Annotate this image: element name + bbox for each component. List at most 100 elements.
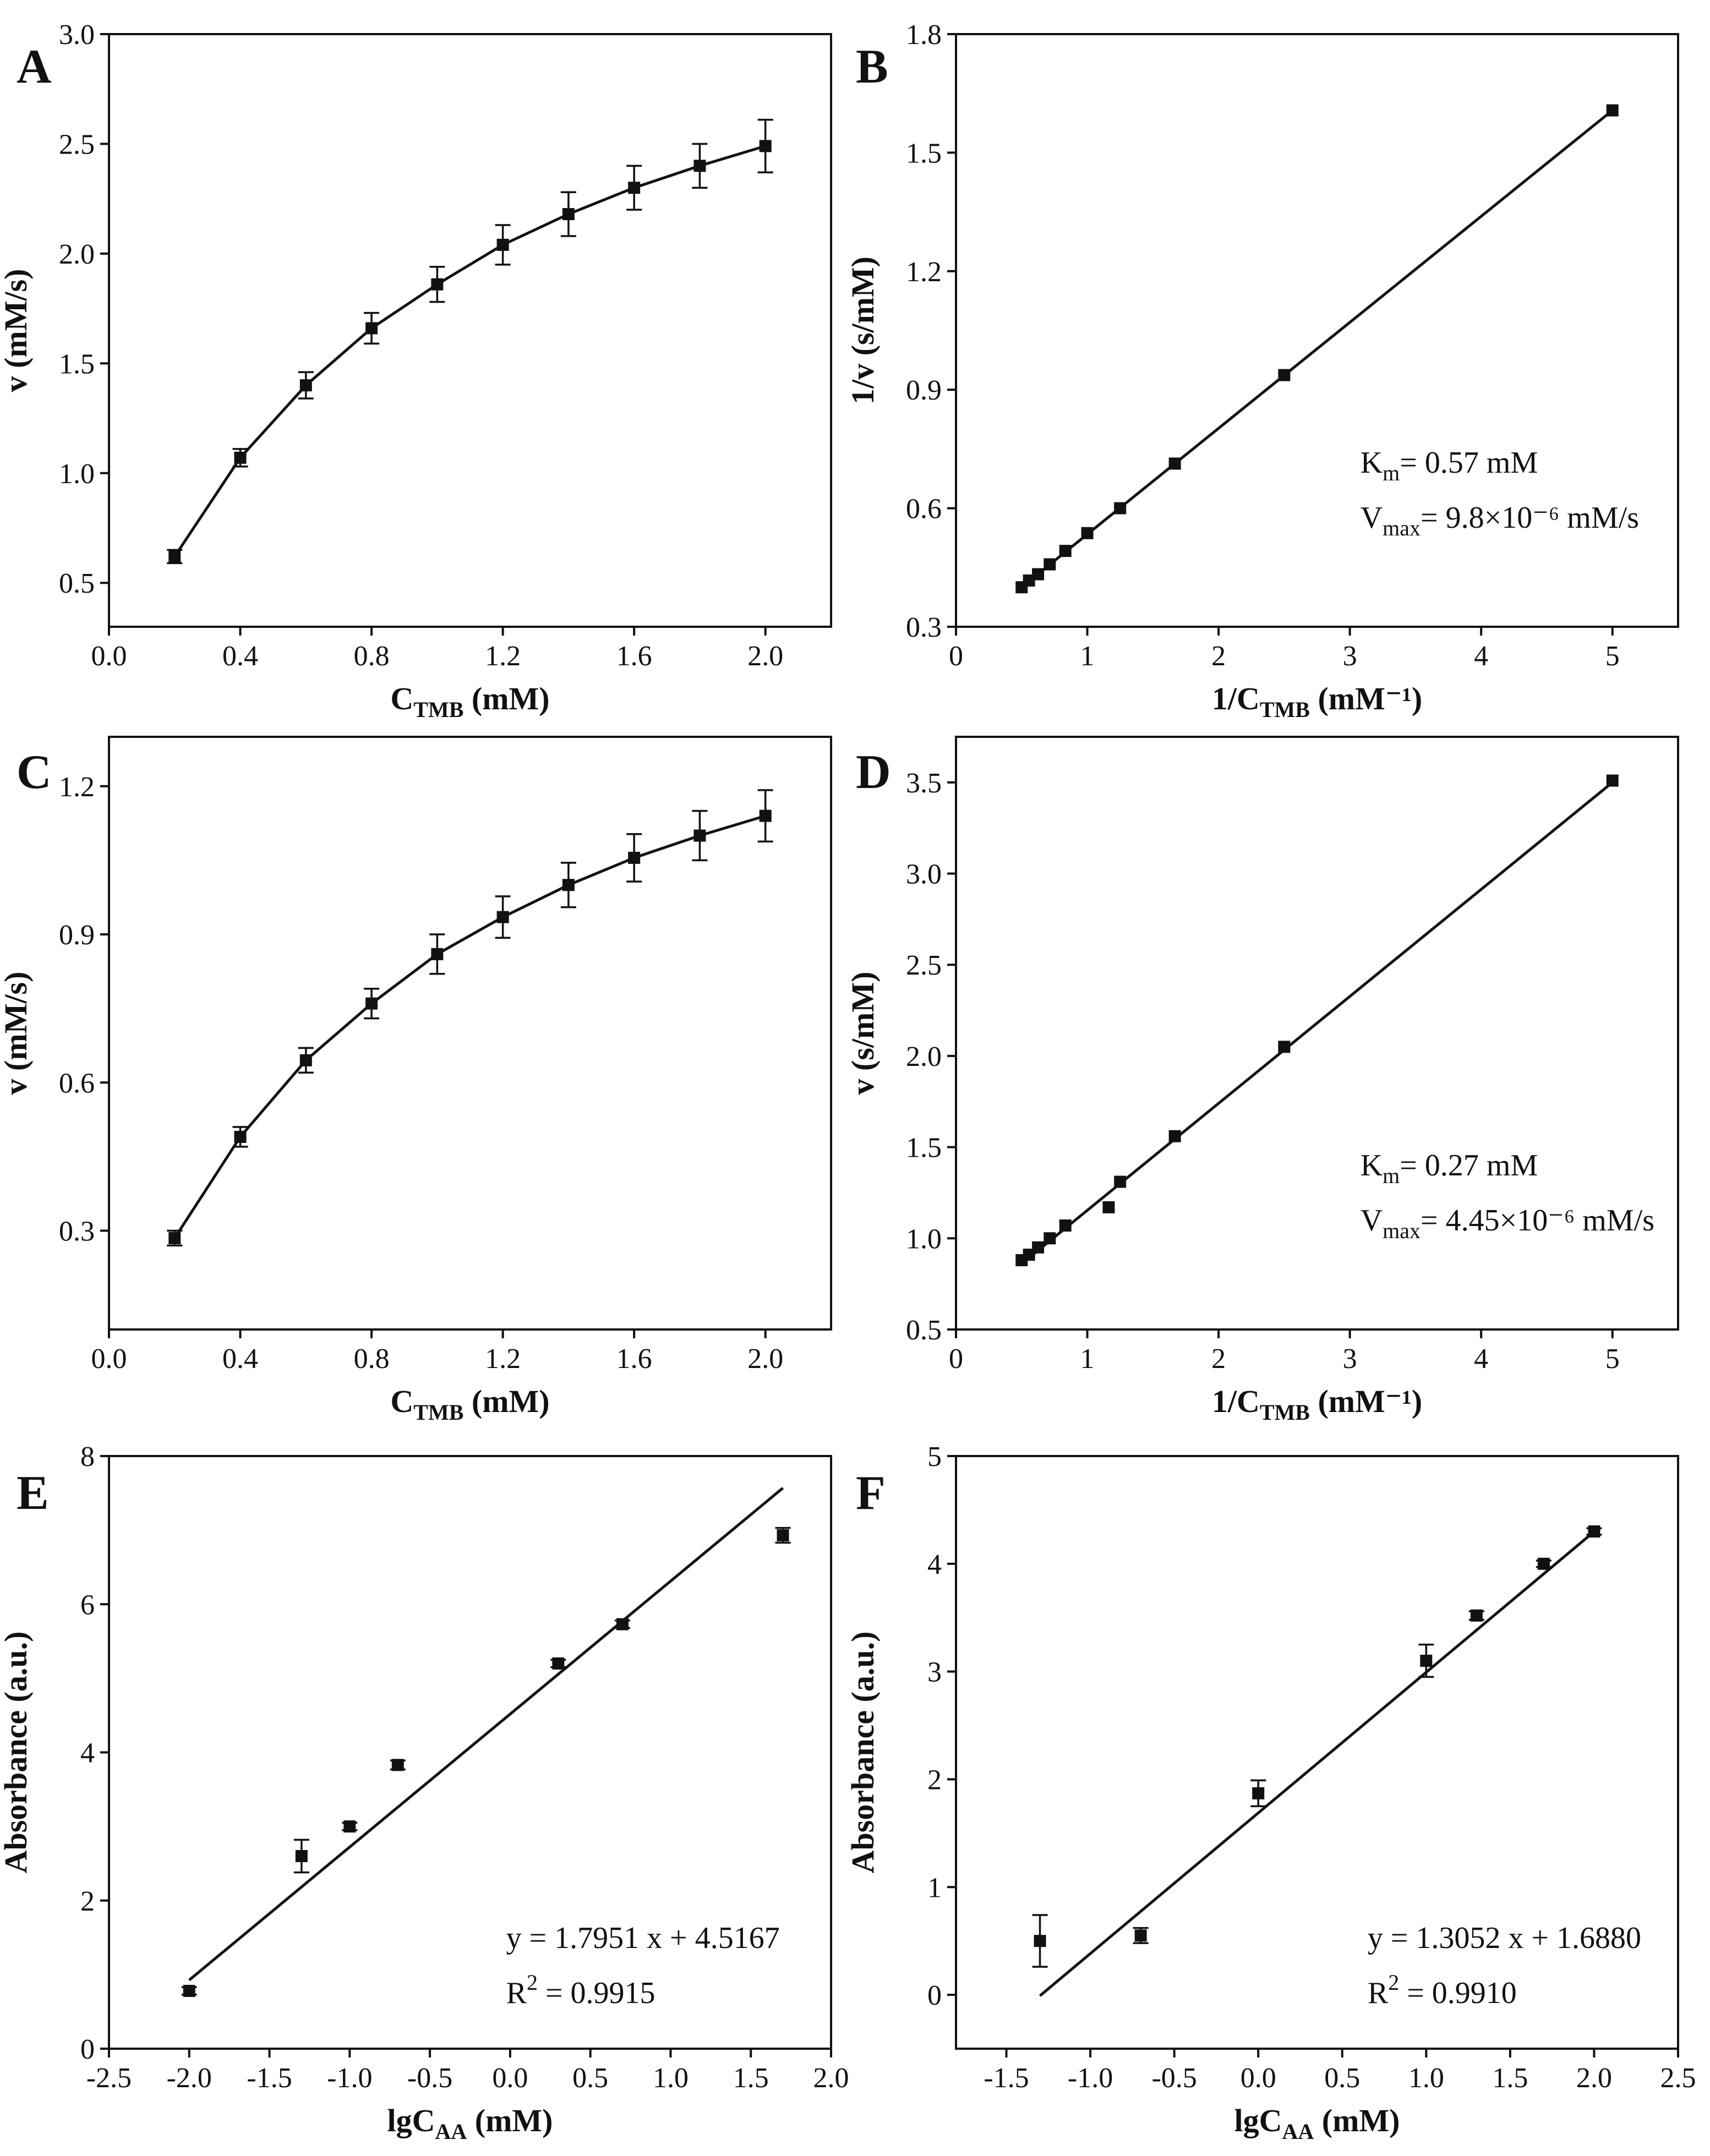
y-tick-label: 0.5 [906,1315,942,1346]
x-axis-title-unit: (mM) [463,1383,549,1419]
annotation-main: V [1361,1203,1383,1238]
data-point [1470,1609,1483,1622]
plot-frame [108,33,832,628]
x-tick-label: -1.5 [984,2062,1029,2094]
x-tick-label: 0.5 [1324,2062,1360,2094]
data-point [431,948,444,960]
data-point [343,1820,356,1833]
plot-frame [955,1455,1679,2050]
annotation-main: y = 1.3052 x + 1.6880 [1368,1921,1641,1955]
y-tick-label: 2 [927,1764,942,1796]
data-point [777,1529,789,1542]
series-line [173,145,766,557]
x-tick-label: 4 [1474,641,1488,672]
data-point [552,1657,565,1670]
annotation-superscript: 2 [527,1970,538,1995]
annotation-main: K [1361,446,1383,480]
annotation-line: y = 1.3052 x + 1.6880 [1368,1921,1641,1955]
annotation-subscript: m [1383,1163,1400,1188]
plot-frame [108,1455,832,2050]
x-tick-label: 1.5 [733,2062,769,2094]
x-tick-label: 2.0 [747,641,783,672]
data-point [365,997,378,1010]
panel-label: D [856,746,891,799]
panel-label: E [17,1466,49,1520]
x-axis-title-subscript: TMB [1260,697,1310,722]
data-point [295,1849,308,1862]
x-axis-title: CTMB (mM) [390,1383,549,1425]
x-tick-label: 1.2 [485,1343,521,1375]
y-tick-label: 0.3 [59,1216,95,1247]
annotation-main: y = 1.7951 x + 4.5167 [506,1921,780,1955]
data-point [1252,1787,1265,1799]
annotation-value: = 0.27 mM [1400,1148,1538,1183]
x-tick-label: 1.6 [616,1343,652,1375]
x-tick-label: -0.5 [1151,2062,1197,2094]
x-tick-label: 5 [1605,641,1620,672]
x-tick-label: 2.0 [747,1343,783,1375]
annotation-value: = 4.45×10⁻⁶ mM/s [1421,1203,1654,1238]
x-tick-label: 3 [1343,1343,1357,1375]
x-axis-title-subscript: TMB [413,697,463,722]
annotation-main: V [1361,501,1383,535]
x-tick-label: 0.0 [91,1343,127,1375]
x-tick-label: 1 [1080,1343,1095,1375]
plot-frame [108,736,832,1331]
x-tick-label: 0.5 [572,2062,608,2094]
data-point [168,1232,181,1244]
annotation-line: R2 = 0.9915 [506,1970,655,2010]
x-axis-title-subscript: TMB [1260,1400,1310,1425]
y-tick-label: 1.2 [59,771,95,803]
x-tick-label: 1.0 [653,2062,689,2094]
annotation-main: R [1368,1976,1389,2010]
data-point [1044,1232,1056,1245]
y-axis-title: 1/v (s/mM) [845,256,881,404]
y-tick-label: 2.5 [59,129,95,160]
data-point [628,851,641,864]
y-tick-label: 3.0 [906,859,942,890]
x-axis-title-unit: (mM) [463,681,549,716]
x-axis-title-main: 1/C [1212,681,1260,716]
annotation-subscript: m [1383,461,1400,485]
data-point [234,1130,247,1143]
x-tick-label: 2.0 [813,2062,849,2094]
y-tick-label: 4 [927,1549,942,1580]
y-tick-label: 1.0 [906,1223,942,1255]
series-line [173,814,766,1239]
x-tick-label: 0.8 [354,1343,390,1375]
y-tick-label: 1.0 [59,458,95,490]
plot-frame [955,33,1679,628]
panel-label: B [856,40,888,94]
x-tick-label: 4 [1474,1343,1488,1375]
y-tick-label: 1.5 [59,348,95,380]
y-tick-label: 6 [80,1589,95,1621]
data-point [1588,1525,1600,1538]
data-point [1032,568,1045,581]
y-tick-label: 0.6 [59,1068,95,1099]
data-point [1114,1175,1127,1188]
y-tick-label: 2.0 [59,239,95,270]
annotation-superscript: 2 [1388,1970,1399,1995]
y-tick-label: 5 [927,1441,942,1473]
x-tick-label: 2.0 [1576,2062,1612,2094]
data-point [693,160,706,172]
x-tick-label: 0.8 [354,641,390,672]
y-tick-label: 1.5 [906,138,942,169]
panel-label: F [856,1466,886,1520]
y-tick-label: 4 [80,1738,95,1769]
chart-panel-A: 0.0 0.4 0.8 1.2 1.6 2.0 0.5 1.0 1.5 2.0 2.5 3.0 CTMB… [0,19,832,722]
x-tick-label: -1.5 [247,2062,292,2094]
data-point [1420,1655,1433,1667]
data-point [1102,1201,1115,1213]
chart-panel-D: 0 1 2 3 4 5 0.5 1.0 1.5 2.0 2.5 3.0 3.5 1/CTMB (mM⁻¹)… [845,736,1679,1425]
chart-panel-E: -2.5 -2.0 -1.5 -1.0 -0.5 0.0 0.5 1.0 1.5 2.0 0 2 4 6 8… [0,1441,849,2144]
y-tick-label: 2.5 [906,950,942,981]
annotation-value: = 0.57 mM [1400,446,1538,480]
data-point [1537,1557,1550,1570]
y-tick-label: 1.5 [906,1132,942,1164]
fit-line [1020,781,1614,1265]
x-tick-label: 1.0 [1408,2062,1444,2094]
y-axis-title: v (mM/s) [0,972,34,1095]
